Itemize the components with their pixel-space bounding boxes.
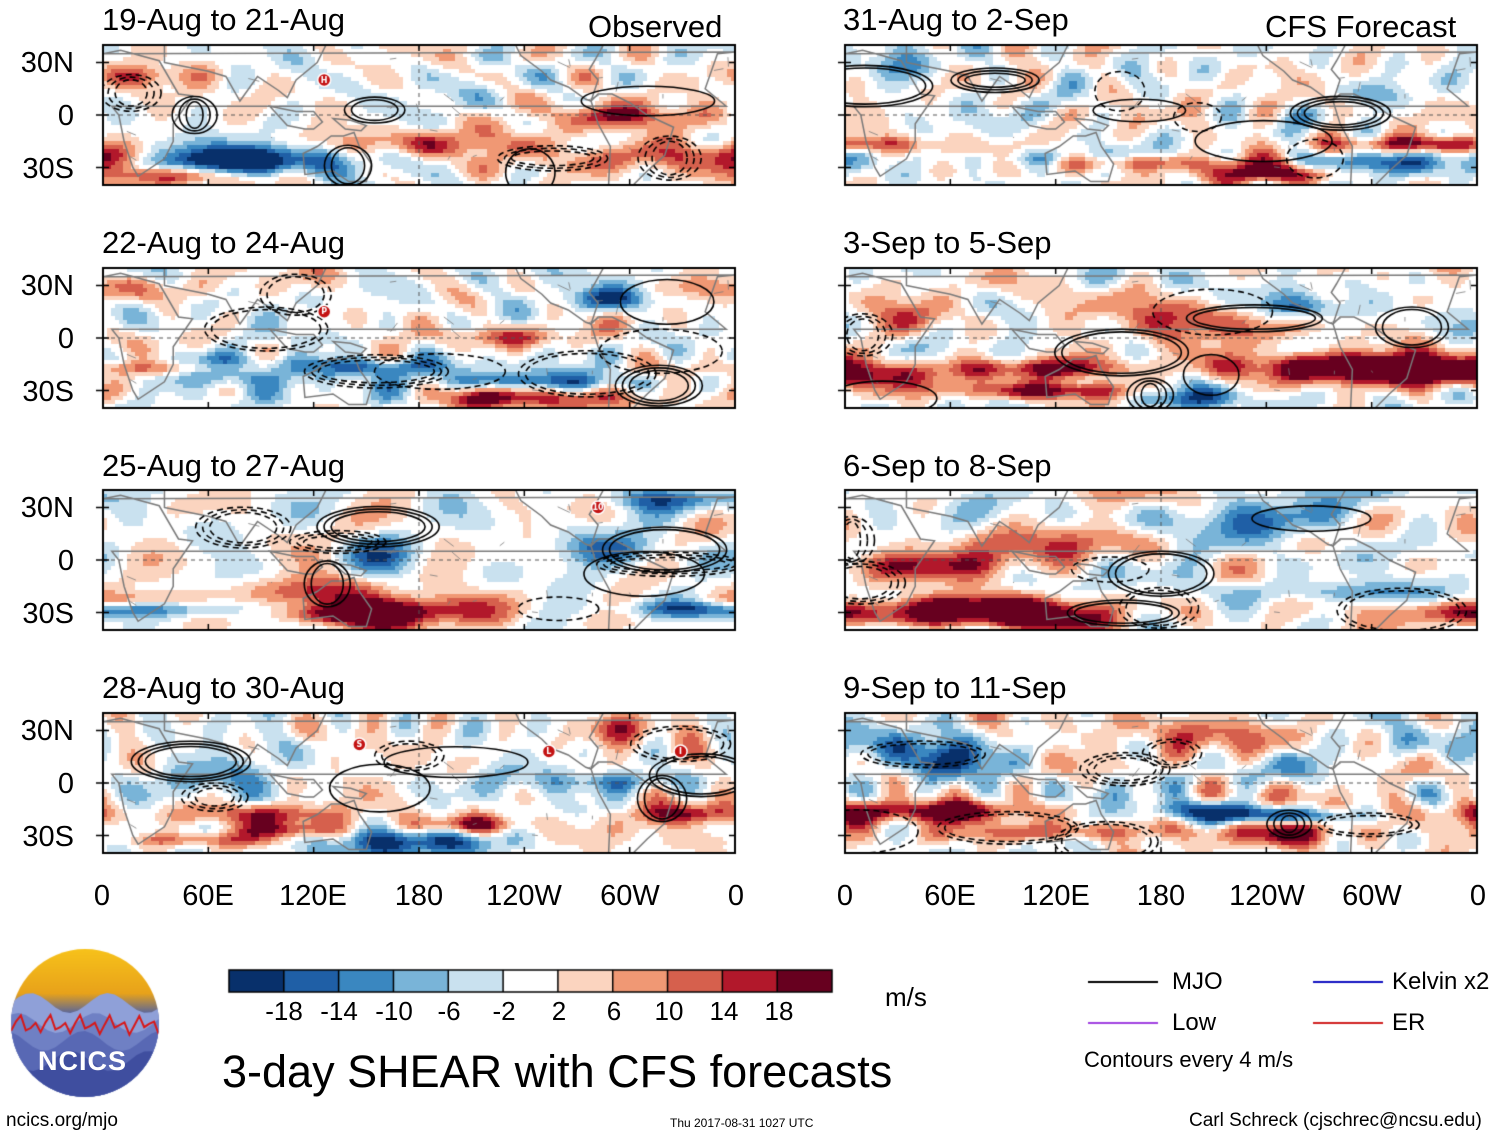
colorbar-tick-label: -2: [492, 996, 516, 1026]
observed-label: Observed: [588, 9, 723, 44]
colorbar-tick-label: 14: [709, 996, 739, 1026]
lon-label: 0: [727, 880, 745, 912]
timestamp: Thu 2017-08-31 1027 UTC: [670, 1116, 814, 1130]
lon-label: 0: [836, 880, 854, 912]
lon-label: 120E: [279, 880, 347, 912]
lon-label: 180: [1136, 880, 1186, 912]
lon-label: 120E: [1022, 880, 1090, 912]
colorbar-tick-label: -6: [437, 996, 461, 1026]
legend-label-mjo: MJO: [1172, 968, 1223, 995]
lat-label: 0: [57, 545, 74, 577]
colorbar-tick-label: 2: [551, 996, 567, 1026]
cfs-forecast-label: CFS Forecast: [1265, 9, 1457, 44]
lat-label: 30S: [22, 376, 74, 408]
observed-panel-title-2: 22-Aug to 24-Aug: [102, 225, 346, 260]
forecast-panel-title-2: 3-Sep to 5-Sep: [843, 225, 1052, 260]
lat-label: 0: [57, 768, 74, 800]
forecast-panel-title-4: 9-Sep to 11-Sep: [843, 670, 1067, 705]
colorbar-tick-label: 6: [606, 996, 622, 1026]
lat-label: 30S: [22, 153, 74, 185]
colorbar-tick-label: 18: [764, 996, 794, 1026]
forecast-panel-title-3: 6-Sep to 8-Sep: [843, 448, 1052, 483]
lon-label: 60E: [924, 880, 976, 912]
lat-label: 30N: [20, 492, 74, 524]
lat-label: 30N: [20, 47, 74, 79]
observed-panel-title-3: 25-Aug to 27-Aug: [102, 448, 346, 483]
lon-label: 180: [394, 880, 444, 912]
lon-label: 120W: [486, 880, 562, 912]
legend-label-low: Low: [1172, 1009, 1217, 1036]
contour-note: Contours every 4 m/s: [1084, 1047, 1294, 1072]
lat-label: 30S: [22, 821, 74, 853]
legend-label-kelvin: Kelvin x2: [1392, 968, 1490, 995]
lon-label: 60E: [182, 880, 234, 912]
legend-label-er: ER: [1392, 1009, 1426, 1036]
observed-panel-title-4: 28-Aug to 30-Aug: [102, 670, 346, 705]
lon-label: 60W: [600, 880, 660, 912]
lat-label: 0: [57, 100, 74, 132]
lat-label: 30S: [22, 598, 74, 630]
observed-panel-title-1: 19-Aug to 21-Aug: [102, 2, 346, 37]
lon-label: 0: [93, 880, 111, 912]
colorbar-tick-label: -14: [320, 996, 358, 1026]
lat-label: 0: [57, 323, 74, 355]
lon-label: 0: [1469, 880, 1487, 912]
units-label: m/s: [885, 982, 927, 1012]
author-credit: Carl Schreck (cjschrec@ncsu.edu): [1189, 1110, 1482, 1131]
forecast-panel-title-1: 31-Aug to 2-Sep: [843, 2, 1069, 37]
colorbar-tick-label: 10: [654, 996, 684, 1026]
colorbar-tick-label: -10: [375, 996, 413, 1026]
main-title: 3-day SHEAR with CFS forecasts: [222, 1046, 893, 1097]
lat-label: 30N: [20, 270, 74, 302]
lon-label: 60W: [1342, 880, 1402, 912]
website-link[interactable]: ncics.org/mjo: [6, 1110, 118, 1131]
colorbar-tick-label: -18: [265, 996, 303, 1026]
lon-label: 120W: [1229, 880, 1305, 912]
lat-label: 30N: [20, 715, 74, 747]
ncics-logo-text: NCICS: [38, 1046, 128, 1076]
